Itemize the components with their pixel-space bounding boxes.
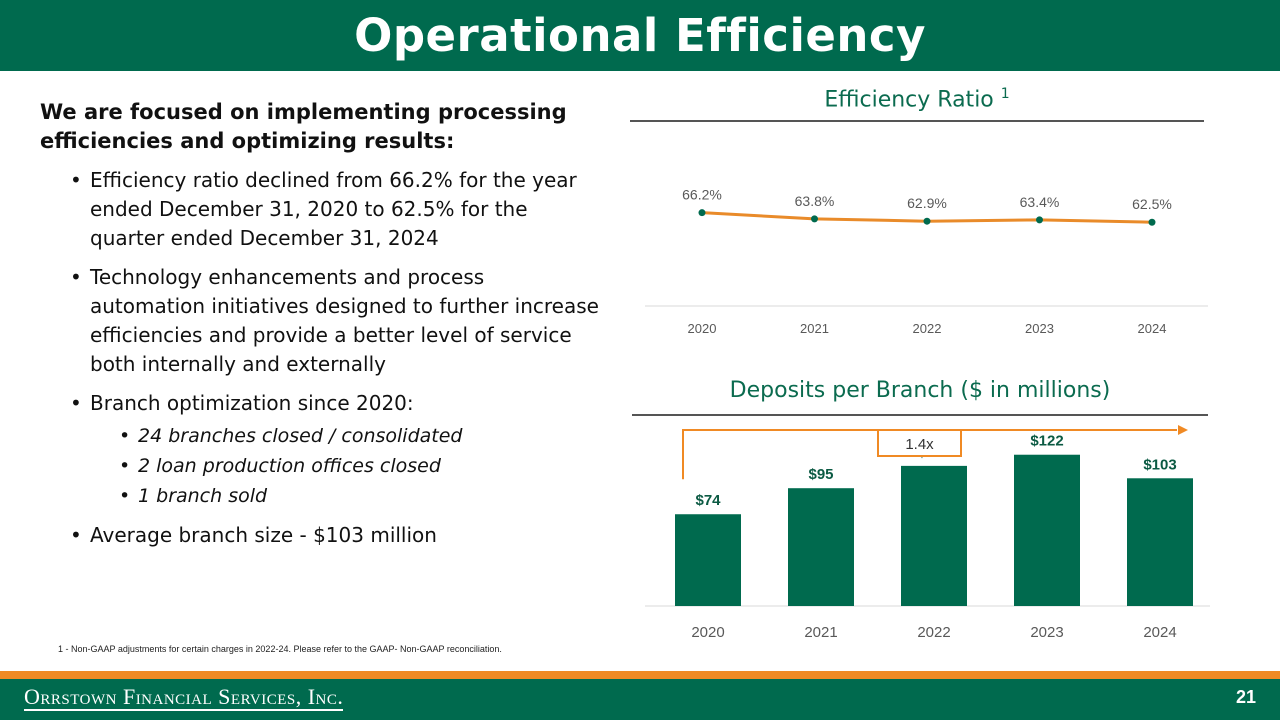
efficiency-tick-label-2022: 2022 [913, 321, 942, 336]
bullet-average-branch-size: Average branch size - $103 million [40, 521, 600, 550]
sub-bullet-list: 24 branches closed / consolidated 2 loan… [90, 421, 600, 511]
efficiency-chart-title-superscript: 1 [1000, 86, 1010, 102]
bullet-branch-optimization: Branch optimization since 2020: 24 branc… [40, 389, 600, 511]
efficiency-tick-label-2023: 2023 [1025, 321, 1054, 336]
bullet-efficiency-ratio: Efficiency ratio declined from 66.2% for… [40, 166, 600, 253]
efficiency-point-2022 [923, 217, 931, 225]
efficiency-point-2024 [1148, 218, 1156, 226]
efficiency-tick-label-2020: 2020 [688, 321, 717, 336]
deposits-data-label-2021: $95 [808, 466, 833, 483]
page-title: Operational Efficiency [354, 9, 926, 62]
deposits-chart-title: Deposits per Branch ($ in millions) [729, 378, 1111, 403]
efficiency-chart-title: Efficiency Ratio 1 [630, 86, 1204, 112]
deposits-data-label-2020: $74 [695, 492, 721, 509]
page-number: 21 [1235, 687, 1256, 707]
company-logo: Orrstown Financial Services, Inc. [24, 684, 344, 711]
footnote: 1 - Non-GAAP adjustments for certain cha… [58, 644, 502, 654]
efficiency-tick-label-2024: 2024 [1138, 321, 1167, 336]
deposits-per-branch-chart: $742020$952021$1132022$1222023$10320241.… [645, 425, 1210, 641]
deposits-bar-2020 [675, 514, 741, 606]
efficiency-data-label-2023: 63.4% [1020, 194, 1060, 210]
efficiency-data-label-2020: 66.2% [682, 190, 722, 203]
efficiency-tick-label-2021: 2021 [800, 321, 829, 336]
bullet-list: Efficiency ratio declined from 66.2% for… [40, 166, 600, 550]
bullet-technology: Technology enhancements and process auto… [40, 263, 600, 379]
efficiency-point-2023 [1036, 216, 1043, 224]
growth-multiple-label: 1.4x [905, 436, 934, 453]
growth-arrow-line [682, 429, 1177, 480]
deposits-tick-label-2023: 2023 [1030, 624, 1063, 641]
sub-bullet-lpo-closed: 2 loan production offices closed [90, 451, 600, 481]
deposits-chart-rule [632, 414, 1208, 416]
efficiency-ratio-chart: 66.2% 2020 63.8% 2021 62.9% 2022 63.4% 2023 62.5… [645, 190, 1208, 336]
efficiency-chart-title-text: Efficiency Ratio [824, 87, 994, 113]
efficiency-data-label-2022: 62.9% [907, 195, 947, 211]
deposits-data-label-2024: $103 [1143, 456, 1176, 473]
efficiency-point-2021 [811, 215, 818, 223]
efficiency-data-label-2021: 63.8% [795, 193, 835, 209]
efficiency-chart-rule [630, 120, 1204, 122]
summary-panel: We are focused on implementing processin… [40, 98, 600, 560]
deposits-tick-label-2020: 2020 [691, 624, 724, 641]
deposits-tick-label-2021: 2021 [804, 624, 837, 641]
deposits-tick-label-2024: 2024 [1143, 624, 1176, 641]
deposits-bar-2024 [1127, 478, 1193, 606]
deposits-bar-2021 [788, 488, 854, 606]
efficiency-data-label-2024: 62.5% [1132, 196, 1172, 212]
growth-arrow-head [1178, 425, 1188, 435]
deposits-bar-2022 [901, 465, 967, 606]
deposits-data-label-2023: $122 [1030, 433, 1063, 450]
intro-text: We are focused on implementing processin… [40, 100, 567, 153]
footer-bar: Orrstown Financial Services, Inc. 21 [0, 679, 1280, 720]
footer-accent-band [0, 671, 1280, 679]
efficiency-point-2020 [698, 209, 706, 217]
bullet-branch-optimization-label: Branch optimization since 2020: [90, 391, 414, 415]
title-banner: Operational Efficiency [0, 0, 1280, 71]
sub-bullet-branches-closed: 24 branches closed / consolidated [90, 421, 600, 451]
sub-bullet-branch-sold: 1 branch sold [90, 481, 600, 511]
deposits-bar-2023 [1014, 454, 1080, 606]
deposits-tick-label-2022: 2022 [917, 624, 950, 641]
growth-multiple-box [877, 429, 962, 457]
